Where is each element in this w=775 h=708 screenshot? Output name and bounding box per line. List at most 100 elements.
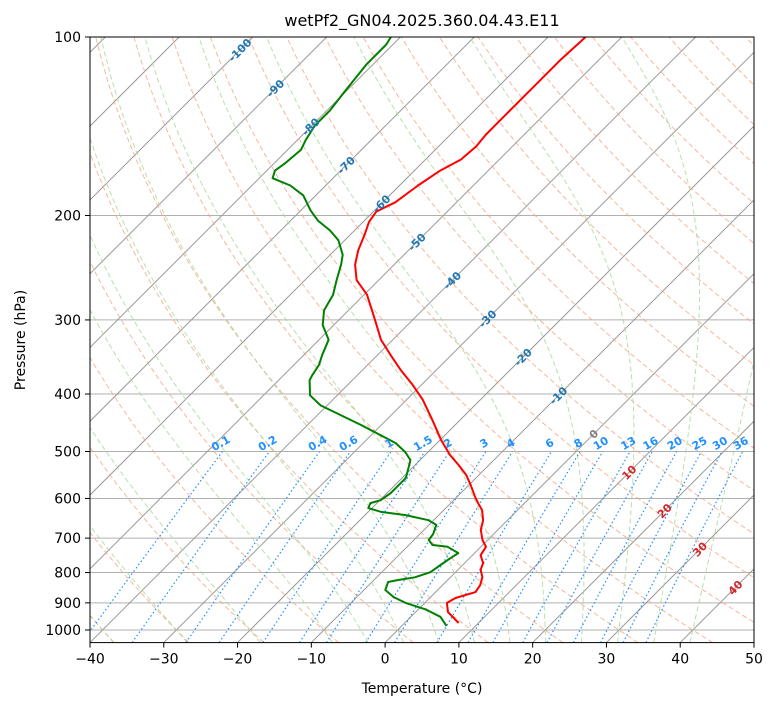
background-lines xyxy=(90,37,754,643)
moist-adiabat-line xyxy=(90,136,405,643)
y-tick-label: 300 xyxy=(54,313,81,329)
moist-adiabat-line xyxy=(90,233,369,643)
mixing-ratio-label: 1.5 xyxy=(411,433,434,454)
y-tick-label: 600 xyxy=(54,491,81,507)
mixing-ratio-label: 13 xyxy=(619,434,639,453)
y-tick-label: 200 xyxy=(54,209,81,225)
moist-adiabat-line xyxy=(198,37,511,643)
dry-adiabat-line xyxy=(668,37,754,126)
isotherm-line xyxy=(163,51,754,643)
mixing-ratio-label: 6 xyxy=(543,436,556,451)
dry-adiabat-line xyxy=(171,37,713,643)
x-tick-label: 0 xyxy=(381,652,390,668)
isotherm-label: -100 xyxy=(226,36,255,65)
plot-frame xyxy=(89,36,755,644)
mixing-ratio-line xyxy=(299,451,426,643)
dry-adiabat-line xyxy=(90,356,339,643)
dry-adiabat-line xyxy=(439,37,754,366)
isotherm-label: -90 xyxy=(264,77,287,100)
y-tick-label: 400 xyxy=(54,387,81,403)
isotherm-line xyxy=(90,37,401,349)
dry-adiabat-line xyxy=(90,151,489,643)
x-tick-label: 20 xyxy=(524,652,542,668)
mixing-ratio-label: 0.2 xyxy=(256,433,279,454)
isotherm-line xyxy=(384,272,754,643)
y-tick-label: 500 xyxy=(54,444,81,460)
moist-adiabat-line xyxy=(90,308,333,643)
dry-adiabat-line xyxy=(515,37,754,285)
mixing-ratio-line xyxy=(572,451,678,643)
x-axis-label: Temperature (°C) xyxy=(361,681,483,697)
isotherm-line xyxy=(532,420,754,643)
isotherm-line xyxy=(237,125,754,643)
dry-adiabat-line xyxy=(324,37,754,492)
isotherm-line xyxy=(753,641,754,643)
moist-adiabat-line xyxy=(353,37,585,643)
dry-adiabat-line xyxy=(553,37,754,244)
temperature-profile-line xyxy=(354,37,587,624)
moist-adiabat-line xyxy=(469,37,635,643)
y-tick-label: 100 xyxy=(54,30,81,46)
moist-adiabat-line xyxy=(689,358,754,643)
dry-adiabat-line xyxy=(95,37,564,643)
mixing-ratio-line xyxy=(218,451,351,643)
mixing-ratio-label: 30 xyxy=(710,434,730,453)
moist-adiabat-line xyxy=(144,37,475,643)
moist-adiabat-line xyxy=(621,37,700,643)
isotherm-line xyxy=(90,37,623,570)
isotherm-line xyxy=(606,494,754,643)
dry-adiabat-line xyxy=(90,260,414,643)
mixing-ratio-label: 16 xyxy=(641,434,661,453)
mixing-ratio-label: 20 xyxy=(665,434,685,453)
mixing-ratio-label: 25 xyxy=(690,434,710,453)
mixing-ratio-line xyxy=(262,451,392,643)
y-tick-label: 700 xyxy=(54,531,81,547)
x-tick-label: −40 xyxy=(75,652,105,668)
mixing-ratio-label: 0.6 xyxy=(337,433,361,454)
dry-adiabat-line xyxy=(286,37,754,535)
dry-adiabat-line xyxy=(362,37,754,449)
dewpoint-profile-line xyxy=(271,37,460,627)
mixing-ratio-line xyxy=(325,451,451,643)
y-tick-label: 800 xyxy=(54,566,81,582)
mixing-ratio-line xyxy=(90,451,223,633)
mixing-ratio-line xyxy=(546,451,653,643)
x-axis: −40 −30 −20 −10 0 10 20 30 40 50 xyxy=(75,642,763,668)
chart-title: wetPf2_GN04.2025.360.04.43.E11 xyxy=(284,11,559,31)
dry-adiabat-line xyxy=(706,37,754,86)
mixing-ratio-line xyxy=(365,451,487,643)
mixing-ratio-label: 3 xyxy=(478,436,491,451)
moist-adiabat-line xyxy=(266,37,547,643)
mixing-ratio-line xyxy=(394,451,514,643)
mixing-ratio-label: 0.4 xyxy=(306,433,330,454)
y-tick-label: 900 xyxy=(54,596,81,612)
y-axis: 100 200 300 400 500 600 700 800 900 1000 xyxy=(45,30,90,639)
moist-adiabat-line xyxy=(100,37,440,643)
x-tick-label: −30 xyxy=(149,652,179,668)
isotherm-line xyxy=(90,37,328,275)
series-lines xyxy=(271,37,587,627)
dry-adiabat-line xyxy=(592,37,754,205)
x-tick-label: −10 xyxy=(297,652,327,668)
mixing-ratio-line xyxy=(522,451,631,643)
mixing-ratio-line xyxy=(645,451,744,643)
y-tick-label: 1000 xyxy=(45,623,81,639)
dry-adiabat-line xyxy=(90,531,190,643)
dry-adiabat-line xyxy=(133,37,639,643)
isotherm-line xyxy=(90,37,475,422)
isotherm-label: -80 xyxy=(299,115,322,138)
isotherm-line xyxy=(90,37,549,496)
mixing-ratio-label: 36 xyxy=(731,434,751,453)
x-tick-label: −20 xyxy=(223,652,253,668)
mixing-ratio-line xyxy=(600,451,702,643)
dry-adiabat-line xyxy=(209,37,754,623)
x-tick-label: 30 xyxy=(598,652,616,668)
mixing-ratio-line xyxy=(436,451,553,643)
dry-adiabat-line xyxy=(90,446,265,643)
isotherm-line xyxy=(458,346,754,643)
y-axis-label: Pressure (hPa) xyxy=(13,290,29,390)
mixing-ratio-line xyxy=(131,451,270,643)
moist-adiabat-line xyxy=(90,426,261,643)
isotherm-line xyxy=(90,37,696,643)
